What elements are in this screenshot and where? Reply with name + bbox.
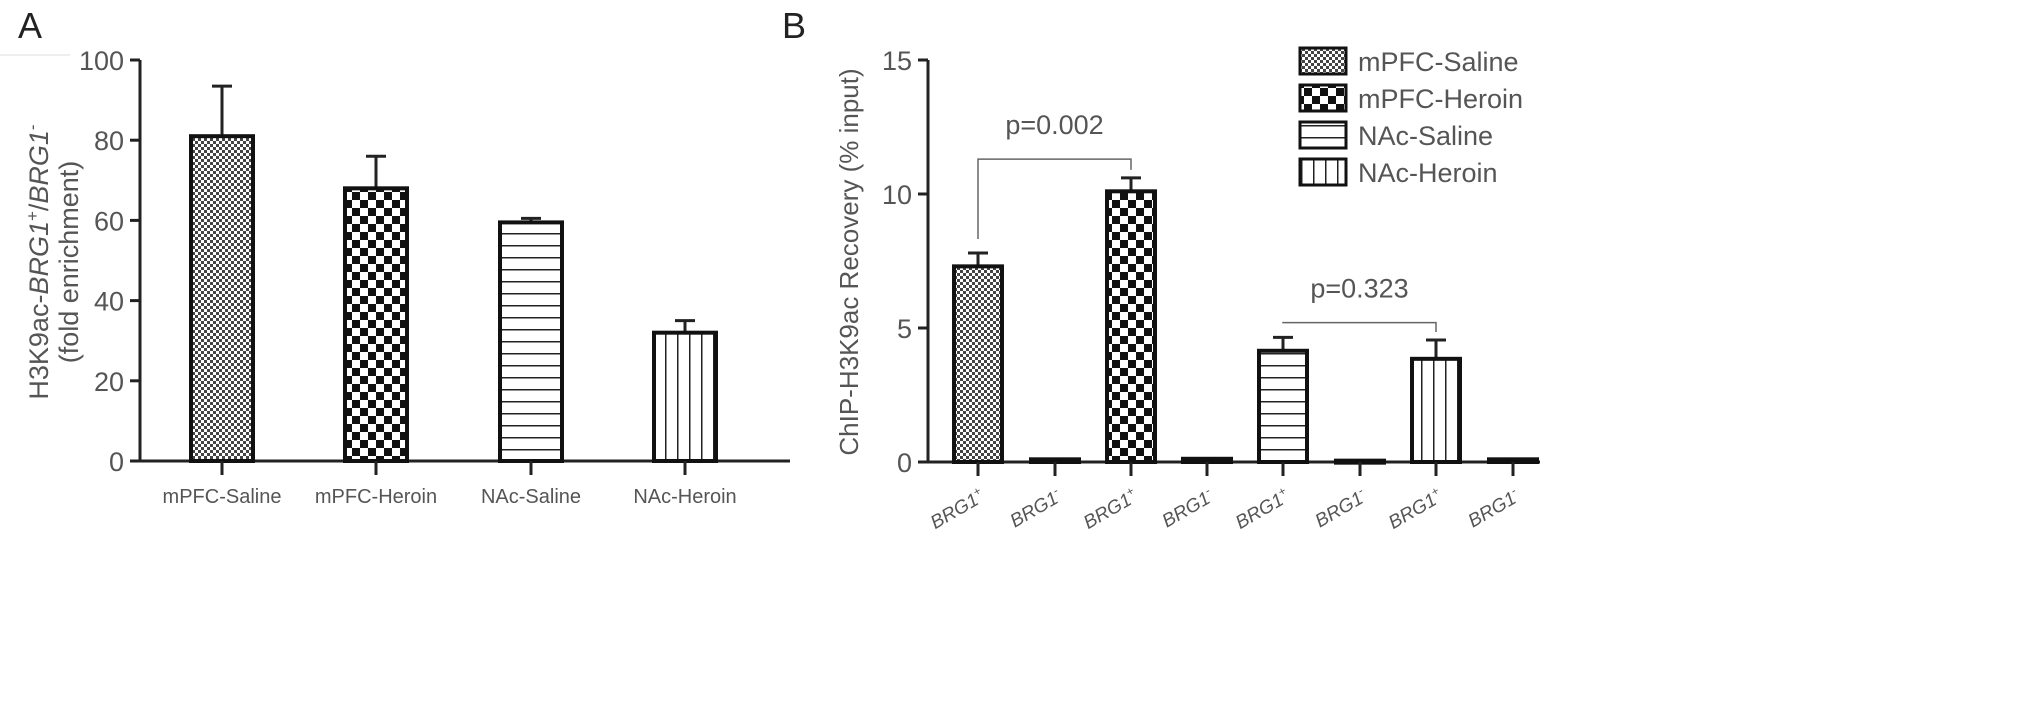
bar: [652, 330, 718, 463]
panel-b: B 0 5 10 15 ChIP-H3K9ac Recovery (% input) BRG…: [782, 5, 1540, 534]
y-tick-label: 60: [94, 206, 124, 236]
x-tick-gene: BRG1: [1232, 490, 1287, 534]
x-tick-label: BRG1-: [1157, 484, 1217, 533]
y-tick-label: 0: [109, 447, 124, 477]
x-tick-label: BRG1-: [1463, 484, 1523, 533]
x-tick-sup: -: [1355, 484, 1365, 498]
legend-swatch: [1298, 157, 1348, 187]
y-axis-label-part: +: [23, 211, 42, 221]
legend-swatch: [1298, 120, 1348, 150]
legend-label: NAc-Heroin: [1358, 158, 1498, 188]
y-axis-label-part: /: [24, 203, 54, 211]
x-tick-gene: BRG1: [1465, 488, 1520, 532]
y-axis-label-part: BRG1: [24, 221, 54, 295]
p-value-label: p=0.323: [1310, 274, 1408, 304]
bar: [1487, 457, 1539, 465]
x-tick-sup: -: [1050, 484, 1060, 498]
x-tick-label: BRG1-: [1310, 484, 1370, 533]
x-tick-label: mPFC-Heroin: [315, 486, 437, 508]
bar: [1410, 356, 1462, 465]
legend-label: NAc-Saline: [1358, 121, 1493, 151]
bar: [952, 264, 1004, 464]
bar: [189, 134, 255, 463]
significance-bracket: [977, 158, 1132, 239]
bar: [498, 220, 564, 463]
y-axis-label-part: BRG1: [24, 130, 54, 204]
y-tick-label: 0: [897, 448, 912, 478]
bar: [1257, 348, 1309, 464]
legend-label: mPFC-Heroin: [1358, 84, 1523, 114]
x-tick-gene: BRG1: [1385, 490, 1440, 534]
bar: [1105, 189, 1157, 464]
x-tick-label: BRG1+: [1231, 484, 1294, 534]
y-tick-label: 100: [79, 46, 124, 76]
bar: [1029, 457, 1081, 465]
significance-bracket: [1282, 321, 1437, 333]
y-tick-label: 80: [94, 126, 124, 156]
y-tick-label: 10: [882, 180, 912, 210]
x-tick-label: NAc-Heroin: [633, 486, 736, 508]
x-tick-gene: BRG1: [1159, 488, 1214, 532]
legend-swatch: [1298, 46, 1348, 76]
x-tick-label: NAc-Saline: [481, 486, 581, 508]
y-tick-label: 40: [94, 287, 124, 317]
legend-swatch: [1298, 83, 1348, 113]
x-tick-label: mPFC-Saline: [163, 486, 282, 508]
y-axis-label-part: -: [23, 124, 42, 130]
y-axis-label: ChIP-H3K9ac Recovery (% input): [834, 68, 864, 455]
x-tick-label: BRG1+: [1384, 484, 1447, 534]
x-tick-label: BRG1+: [1079, 484, 1142, 534]
bar: [1181, 456, 1233, 464]
y-axis-label: H3K9ac-BRG1+/BRG1-: [23, 124, 54, 399]
y-tick-label: 15: [882, 46, 912, 76]
y-tick-label: 5: [897, 314, 912, 344]
x-tick-label: BRG1+: [926, 484, 989, 534]
x-tick-gene: BRG1: [1312, 488, 1367, 532]
legend-label: mPFC-Saline: [1358, 47, 1519, 77]
x-tick-sup: -: [1202, 484, 1212, 498]
panel-label: A: [18, 5, 42, 46]
x-tick-label: BRG1-: [1005, 484, 1065, 533]
bar: [343, 186, 409, 463]
x-tick-gene: BRG1: [1007, 488, 1062, 532]
y-tick-label: 20: [94, 367, 124, 397]
p-value-label: p=0.002: [1005, 110, 1103, 140]
x-tick-gene: BRG1: [1080, 490, 1135, 534]
x-tick-gene: BRG1: [927, 490, 982, 534]
y-axis-label-line2: (fold enrichment): [54, 161, 84, 364]
x-tick-sup: -: [1508, 484, 1518, 498]
y-axis-label-part: H3K9ac-: [24, 295, 54, 400]
panel-label: B: [782, 5, 806, 46]
